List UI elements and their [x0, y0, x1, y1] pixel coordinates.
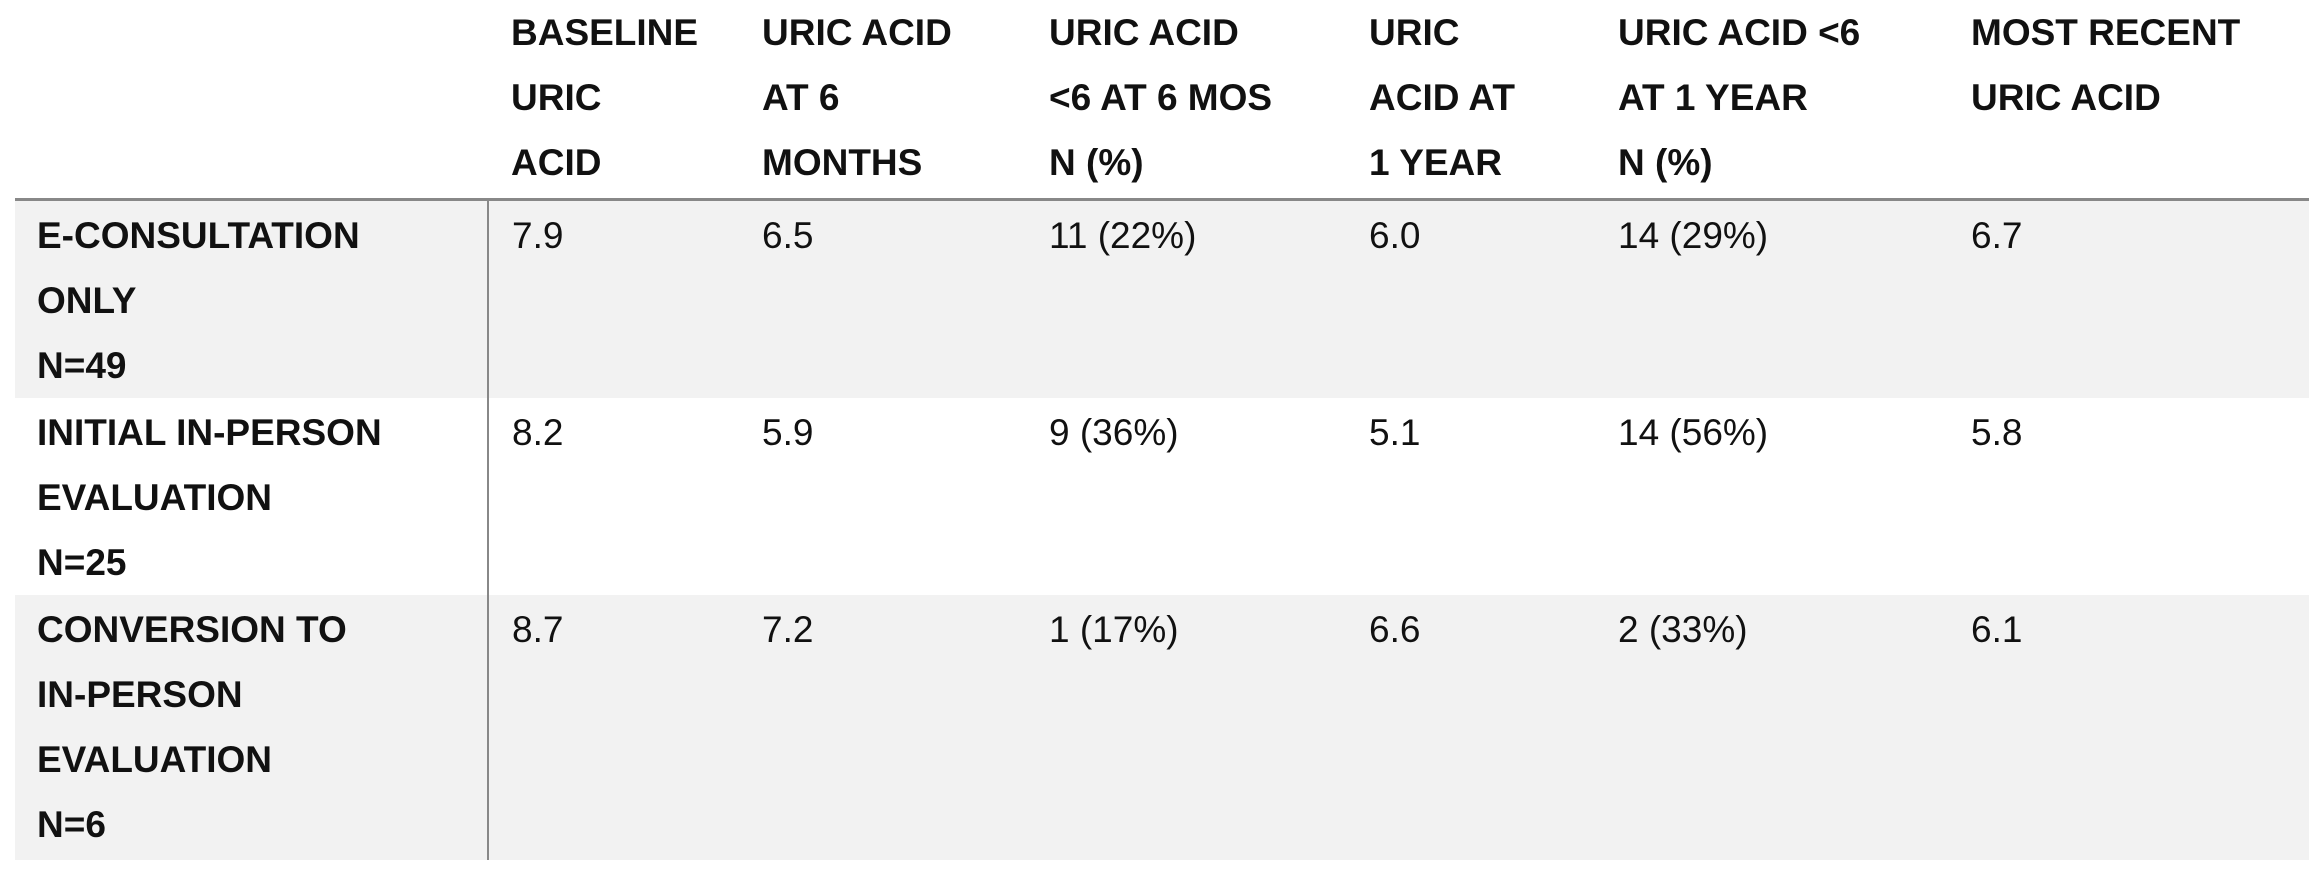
data-cell: 6.7 — [1948, 199, 2309, 398]
header-cell: URIC ACID <6 AT 1 YEAR N (%) — [1595, 0, 1948, 201]
header-cell: BASELINE URIC ACID — [488, 0, 739, 201]
data-cell: 2 (33%) — [1595, 595, 1948, 860]
header-cell: MOST RECENT URIC ACID — [1948, 0, 2309, 201]
text-line: E-CONSULTATION — [37, 215, 360, 256]
data-cell: 9 (36%) — [1049, 412, 1179, 453]
text-line: N=49 — [37, 345, 127, 386]
data-cell: 7.9 — [487, 199, 739, 398]
text-line: N (%) — [1618, 142, 1713, 183]
data-cell: 6.5 — [739, 199, 1026, 398]
data-cell: 14 (29%) — [1595, 199, 1948, 398]
data-cell: 5.8 — [1971, 412, 2023, 453]
text-line: INITIAL IN-PERSON — [37, 412, 382, 453]
text-line: MONTHS — [762, 142, 923, 183]
data-cell: 8.2 — [487, 398, 739, 595]
text-line: N=6 — [37, 804, 106, 845]
row-label: E-CONSULTATION ONLY N=49 — [15, 199, 488, 398]
table-row: CONVERSION TO IN-PERSON EVALUATION N=6 8.7 7.… — [15, 595, 2309, 860]
row-label: CONVERSION TO IN-PERSON EVALUATION N=6 — [15, 595, 488, 860]
data-cell: 6.1 — [1948, 595, 2309, 860]
text-line: AT 6 — [762, 77, 840, 118]
text-line: <6 AT 6 MOS — [1049, 77, 1273, 118]
data-cell: 11 (22%) — [1026, 199, 1346, 398]
data-cell: 6.6 — [1346, 595, 1595, 860]
data-cell: 1 (17%) — [1026, 595, 1346, 860]
corner-cell — [15, 0, 488, 201]
data-cell: 6.0 — [1346, 199, 1595, 398]
text-line: CONVERSION TO — [37, 609, 347, 650]
text-line: AT 1 YEAR — [1618, 77, 1808, 118]
text-line: URIC — [511, 77, 602, 118]
text-line: EVALUATION — [37, 477, 273, 518]
text-line: URIC ACID — [1049, 12, 1239, 53]
header-cell: URIC ACID AT 6 MONTHS — [739, 0, 1026, 201]
text-line: URIC — [1369, 12, 1460, 53]
text-line: MOST RECENT — [1971, 12, 2241, 53]
text-line: ONLY — [37, 280, 137, 321]
data-cell: 5.1 — [1369, 412, 1421, 453]
data-cell: 8.7 — [487, 595, 739, 860]
data-cell: 7.2 — [739, 595, 1026, 860]
data-cell: 14 (56%) — [1618, 412, 1769, 453]
text-line: URIC ACID <6 — [1618, 12, 1861, 53]
header-cell: URIC ACID AT 1 YEAR — [1346, 0, 1595, 201]
table-row: INITIAL IN-PERSON EVALUATION N=25 8.2 5.9 9 (… — [15, 398, 2309, 595]
text-line: BASELINE — [511, 12, 699, 53]
text-line: URIC ACID — [762, 12, 952, 53]
data-cell: 5.9 — [762, 412, 814, 453]
header-cell: URIC ACID <6 AT 6 MOS N (%) — [1026, 0, 1346, 201]
data-table: BASELINE URIC ACID URIC ACID AT 6 MONTHS URIC … — [15, 0, 2309, 860]
text-line: ACID AT — [1369, 77, 1515, 118]
text-line: 1 YEAR — [1369, 142, 1502, 183]
text-line: N=25 — [37, 542, 127, 583]
text-line: IN-PERSON — [37, 674, 243, 715]
row-label: INITIAL IN-PERSON EVALUATION N=25 — [15, 398, 488, 595]
text-line: ACID — [511, 142, 602, 183]
header-row: BASELINE URIC ACID URIC ACID AT 6 MONTHS URIC … — [15, 0, 2309, 201]
text-line: URIC ACID — [1971, 77, 2161, 118]
text-line: N (%) — [1049, 142, 1144, 183]
text-line: EVALUATION — [37, 739, 273, 780]
table-row: E-CONSULTATION ONLY N=49 7.9 6.5 11 (22%) 6.0 1… — [15, 199, 2309, 398]
